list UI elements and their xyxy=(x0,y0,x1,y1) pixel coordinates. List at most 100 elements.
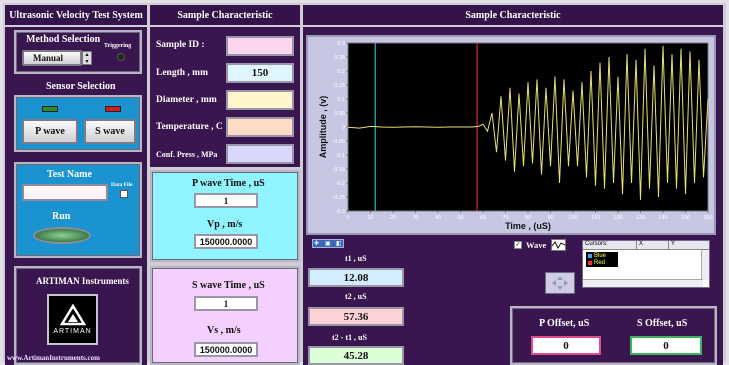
cursor-nav-pad[interactable] xyxy=(545,272,575,294)
triggering-led xyxy=(117,53,125,61)
x-tick-label: 0 xyxy=(346,215,349,221)
artiman-logo: ARTIMAN xyxy=(47,294,98,345)
run-toggle[interactable] xyxy=(33,227,91,244)
wave-plot-icon[interactable] xyxy=(551,239,567,251)
dt-value: 45.28 xyxy=(308,346,404,365)
s-offset-input[interactable]: 0 xyxy=(630,336,702,355)
method-select[interactable]: Manual xyxy=(22,50,82,66)
t2-value: 57.36 xyxy=(308,307,404,326)
cursor-row-blue[interactable]: Blue xyxy=(586,252,618,259)
y-tick-label: 0 xyxy=(342,125,345,131)
y-tick-label: -0.2 xyxy=(336,181,345,187)
pwave-time-label: P wave Time , uS xyxy=(192,178,265,189)
p-wave-button[interactable]: P wave xyxy=(22,119,78,144)
p-offset-input[interactable]: 0 xyxy=(531,336,601,355)
cursor-table-scrollbar[interactable] xyxy=(701,250,709,280)
vs-value: 150000.0000 xyxy=(194,342,258,357)
sample-id-input[interactable] xyxy=(226,36,294,56)
t1-label: t1 , uS xyxy=(345,254,367,263)
x-tick-label: 10 xyxy=(367,215,373,221)
s-wave-button[interactable]: S wave xyxy=(84,119,136,144)
x-tick-label: 40 xyxy=(435,215,441,221)
x-tick-label: 90 xyxy=(547,215,553,221)
logo-mark-icon xyxy=(59,304,86,326)
pwave-time-input[interactable]: 1 xyxy=(194,193,258,208)
s-led-fill xyxy=(105,106,121,112)
sensor-title: Sensor Selection xyxy=(46,81,116,92)
method-spinner[interactable]: ▴ ▾ xyxy=(82,51,92,65)
y-axis-label: Amplitude , (v) xyxy=(318,96,328,159)
t2-label: t2 , uS xyxy=(345,292,367,301)
test-name-input[interactable] xyxy=(22,184,108,201)
app-title: Ultrasonic Velocity Test System xyxy=(5,5,147,25)
x-tick-label: 20 xyxy=(390,215,396,221)
y-tick-label: -0.15 xyxy=(332,167,345,173)
cursor-rows: Blue Red xyxy=(586,252,618,267)
s-wave-led xyxy=(105,106,121,112)
graph-palette-toolbar[interactable]: ✚ ▣ ◧ xyxy=(312,239,344,248)
y-tick-label: 0.15 xyxy=(334,83,345,89)
run-label: Run xyxy=(52,211,71,222)
red-swatch xyxy=(588,260,592,265)
y-tick-label: -0.1 xyxy=(336,153,345,159)
dt-label: t2 - t1 , uS xyxy=(332,333,367,342)
data-file-label: Data File xyxy=(111,182,133,188)
zoom-icon[interactable]: ✚ xyxy=(314,241,320,247)
cursor-row-blue-label: Blue xyxy=(594,252,607,259)
cursor-col-name: Cursors: xyxy=(583,241,637,249)
cursor-col-y: Y xyxy=(671,241,676,247)
x-tick-label: 140 xyxy=(658,215,667,221)
pan-icon[interactable]: ▣ xyxy=(325,241,331,247)
x-tick-label: 130 xyxy=(636,215,645,221)
wave-legend[interactable]: ✓ Wave xyxy=(514,238,577,252)
temperature-input[interactable] xyxy=(226,117,294,137)
swave-time-input[interactable]: 1 xyxy=(194,296,258,311)
data-file-checkbox[interactable] xyxy=(120,190,128,198)
x-tick-label: 80 xyxy=(525,215,531,221)
y-tick-label: -0.25 xyxy=(332,195,345,201)
cursor-table-hscroll[interactable] xyxy=(583,279,703,287)
brand-url[interactable]: www.ArtimanInstruments.com xyxy=(7,354,100,362)
waveform-graph[interactable]: 0 10 20 30 40 50 60 70 80 90 100 110 120 130 140 150 160… xyxy=(306,35,716,235)
diameter-input[interactable] xyxy=(226,90,294,110)
length-input[interactable]: 150 xyxy=(226,63,294,83)
triggering-label: Triggering xyxy=(104,43,132,49)
cursor-table[interactable]: Cursors: X Y Blue Red xyxy=(582,240,710,288)
sample-header: Sample Characteristic xyxy=(150,5,300,25)
x-tick-label: 160 xyxy=(703,215,712,221)
y-tick-label: 0.1 xyxy=(337,97,345,103)
y-tick-label: 0.25 xyxy=(334,55,345,61)
y-tick-label: -0.3 xyxy=(336,209,345,215)
sample-id-label: Sample ID : xyxy=(156,40,205,50)
cursor-row-red-label: Red xyxy=(594,259,606,266)
x-tick-label: 110 xyxy=(591,215,600,221)
method-title: Method Selection xyxy=(26,34,101,45)
blue-swatch xyxy=(588,253,592,258)
vp-label: Vp , m/s xyxy=(207,219,243,230)
cursor-tool-icon[interactable]: ◧ xyxy=(336,241,342,247)
y-tick-label: 0.2 xyxy=(337,69,345,75)
chart-header: Sample Characteristic xyxy=(303,5,723,25)
temperature-label: Temperature , C xyxy=(156,122,223,132)
waveform-series xyxy=(347,45,709,200)
s-offset-label: S Offset, uS xyxy=(637,318,688,329)
x-tick-label: 150 xyxy=(681,215,690,221)
conf-press-input[interactable] xyxy=(226,144,294,164)
p-wave-led xyxy=(42,106,58,112)
offsets-box xyxy=(510,306,717,365)
y-tick-label: 0.3 xyxy=(337,41,345,47)
x-tick-label: 100 xyxy=(568,215,577,221)
test-title: Test Name xyxy=(47,169,92,180)
x-axis-label: Time , (uS) xyxy=(505,221,551,231)
cursor-row-red[interactable]: Red xyxy=(586,259,618,266)
x-tick-label: 30 xyxy=(412,215,418,221)
x-tick-label: 50 xyxy=(457,215,463,221)
vp-value: 150000.0000 xyxy=(194,234,258,249)
wave-checkbox[interactable]: ✓ xyxy=(514,241,522,249)
cursor-col-x: X xyxy=(637,241,669,249)
brand-title: ARTIMAN Instruments xyxy=(36,276,129,286)
p-offset-label: P Offset, uS xyxy=(539,318,590,329)
p-led-fill xyxy=(42,106,58,112)
x-tick-label: 70 xyxy=(502,215,508,221)
diameter-label: Diameter , mm xyxy=(156,95,217,105)
